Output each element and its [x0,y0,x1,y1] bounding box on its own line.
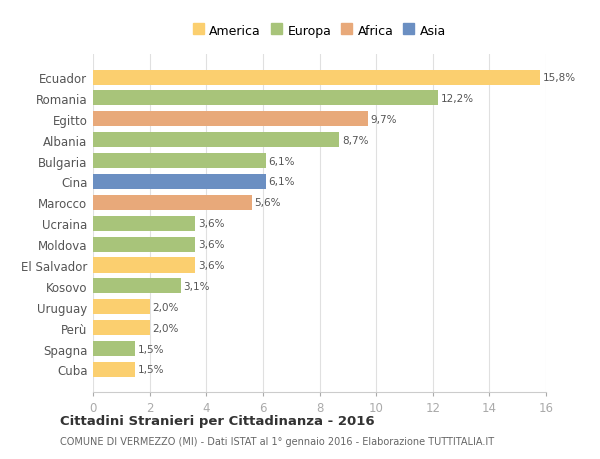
Bar [93,154,266,169]
Bar [93,174,266,190]
Bar [93,70,541,85]
Text: 3,6%: 3,6% [198,219,224,229]
Text: 3,1%: 3,1% [184,281,210,291]
Bar [93,300,149,314]
Text: 6,1%: 6,1% [269,156,295,166]
Text: 15,8%: 15,8% [543,73,576,83]
Bar [93,196,251,210]
Bar [93,279,181,294]
Bar [93,91,439,106]
Text: 12,2%: 12,2% [441,94,475,104]
Bar [93,112,368,127]
Bar [93,341,136,356]
Legend: America, Europa, Africa, Asia: America, Europa, Africa, Asia [190,21,449,41]
Bar [93,362,136,377]
Bar [93,216,195,231]
Text: 2,0%: 2,0% [152,323,179,333]
Bar [93,237,195,252]
Text: 2,0%: 2,0% [152,302,179,312]
Text: COMUNE DI VERMEZZO (MI) - Dati ISTAT al 1° gennaio 2016 - Elaborazione TUTTITALI: COMUNE DI VERMEZZO (MI) - Dati ISTAT al … [60,437,494,446]
Bar [93,133,340,148]
Text: 3,6%: 3,6% [198,260,224,270]
Text: 5,6%: 5,6% [254,198,281,208]
Text: 6,1%: 6,1% [269,177,295,187]
Text: 8,7%: 8,7% [342,135,368,146]
Bar [93,258,195,273]
Text: 1,5%: 1,5% [139,344,165,354]
Text: 1,5%: 1,5% [139,364,165,375]
Text: 9,7%: 9,7% [370,115,397,124]
Text: Cittadini Stranieri per Cittadinanza - 2016: Cittadini Stranieri per Cittadinanza - 2… [60,414,374,428]
Bar [93,320,149,336]
Text: 3,6%: 3,6% [198,240,224,250]
